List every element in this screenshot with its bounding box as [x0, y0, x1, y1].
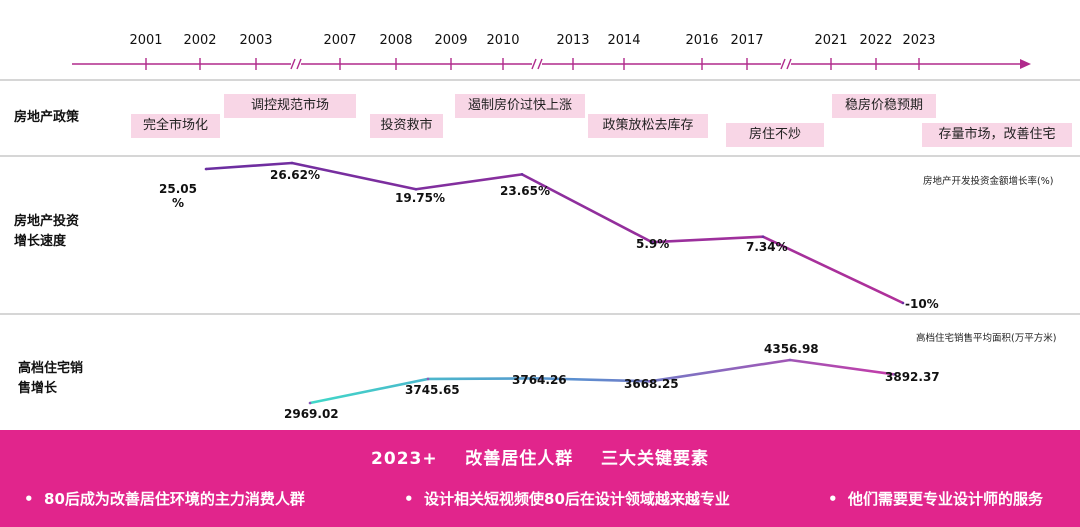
legend-label: 高档住宅销售平均面积(万平方米) — [916, 333, 1057, 344]
timeline-year: 2010 — [486, 33, 520, 48]
data-label: 23.65% — [500, 184, 550, 198]
legend-label: 房地产开发投资金额增长率(%) — [923, 176, 1054, 187]
data-label: 19.75% — [395, 191, 445, 205]
data-label: -10% — [905, 297, 939, 311]
timeline-year: 2007 — [323, 33, 357, 48]
data-point — [788, 358, 792, 362]
data-label: 2969.02 — [284, 407, 339, 421]
data-point — [761, 235, 765, 239]
data-point — [204, 167, 208, 171]
series-line-investment — [205, 161, 904, 305]
policy-box: 遏制房价过快上涨 — [455, 94, 585, 118]
bullet-mark: • — [24, 490, 34, 508]
divider-top — [0, 79, 1080, 81]
timeline-year: 2001 — [129, 33, 163, 48]
data-point — [648, 380, 652, 383]
row-label-sales: 高档住宅销 售增长 — [18, 361, 84, 396]
timeline-break — [531, 57, 543, 71]
timeline-year: 2014 — [607, 33, 641, 48]
data-label: 3668.25 — [624, 377, 679, 391]
data-label: 25.05 % — [159, 182, 197, 210]
data-point — [414, 187, 418, 191]
bullet-text: 80后成为改善居住环境的主力消费人群 — [44, 490, 305, 508]
data-label: 3745.65 — [405, 383, 460, 397]
timeline-year: 2013 — [556, 33, 590, 48]
timeline-break — [780, 57, 792, 71]
footer-bullet: • 他们需要更专业设计师的服务 — [828, 488, 1043, 509]
data-point — [520, 173, 524, 176]
series-line-sales — [309, 358, 895, 405]
data-point — [892, 373, 896, 376]
policy-box: 存量市场，改善住宅 — [922, 123, 1072, 147]
timeline-arrow — [1020, 59, 1031, 69]
divider-investment — [0, 313, 1080, 315]
data-point — [901, 301, 905, 305]
timeline-break — [290, 57, 302, 71]
row-label-investment: 房地产投资 增长速度 — [14, 214, 80, 249]
timeline-year: 2002 — [183, 33, 217, 48]
timeline-year: 2003 — [239, 33, 273, 48]
data-label: 5.9% — [636, 237, 670, 251]
policy-box: 稳房价稳预期 — [832, 94, 936, 118]
timeline — [72, 57, 1031, 71]
footer-title: 2023+ 改善居住人群 三大关键要素 — [371, 449, 709, 469]
row-label-policy: 房地产政策 — [14, 110, 80, 125]
policy-box: 政策放松去库存 — [588, 114, 708, 138]
policy-box: 调控规范市场 — [224, 94, 356, 118]
footer-bullet: • 设计相关短视频使80后在设计领域越来越专业 — [404, 488, 730, 509]
data-point — [308, 401, 312, 405]
bullet-mark: • — [404, 490, 414, 508]
data-label: 7.34% — [746, 240, 788, 254]
data-point — [538, 377, 542, 380]
bullet-mark: • — [828, 490, 838, 508]
timeline-year: 2023 — [902, 33, 936, 48]
policy-box: 完全市场化 — [131, 114, 220, 138]
footer-banner: 2023+ 改善居住人群 三大关键要素 • 80后成为改善居住环境的主力消费人群… — [0, 430, 1080, 527]
footer-bullet: • 80后成为改善居住环境的主力消费人群 — [24, 488, 305, 509]
data-point — [650, 240, 654, 244]
timeline-year: 2017 — [730, 33, 764, 48]
data-label: 4356.98 — [764, 342, 819, 356]
divider-policy — [0, 155, 1080, 157]
data-label: 3764.26 — [512, 373, 567, 387]
policy-box: 房住不炒 — [726, 123, 824, 147]
timeline-year: 2008 — [379, 33, 413, 48]
data-label: 3892.37 — [885, 370, 940, 384]
timeline-year: 2021 — [814, 33, 848, 48]
data-label: 26.62% — [270, 168, 320, 182]
bullet-text: 设计相关短视频使80后在设计领域越来越专业 — [424, 490, 730, 508]
timeline-year: 2022 — [859, 33, 893, 48]
bullet-text: 他们需要更专业设计师的服务 — [848, 490, 1044, 508]
policy-box: 投资救市 — [370, 114, 443, 138]
timeline-year: 2016 — [685, 33, 719, 48]
timeline-year: 2009 — [434, 33, 468, 48]
data-point — [426, 377, 430, 381]
data-point — [290, 161, 294, 165]
